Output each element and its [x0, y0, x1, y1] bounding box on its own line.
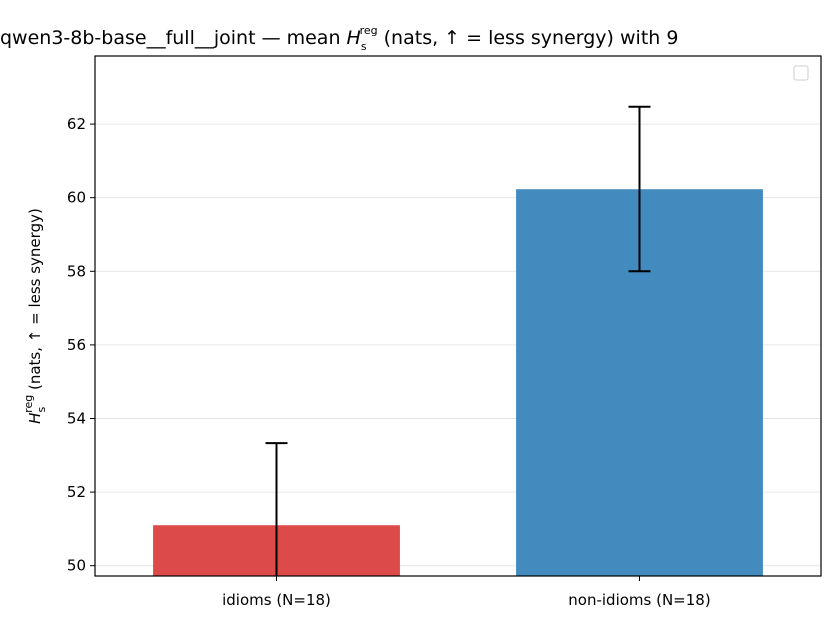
legend-box — [793, 65, 809, 81]
y-tick-label: 54 — [67, 409, 86, 427]
x-tick-label: idioms (N=18) — [222, 591, 331, 609]
y-axis: 50 52 54 56 58 60 62 — [67, 115, 95, 575]
title-subscript: s — [361, 40, 367, 53]
ylabel-symbol: H — [26, 413, 44, 424]
error-bar-layer — [265, 105, 651, 576]
title-symbol: H — [347, 27, 361, 49]
y-tick-label: 56 — [67, 336, 86, 354]
bar-layer — [153, 189, 763, 576]
y-axis-label: Hsreg (nats, ↑ = less synergy) — [22, 208, 48, 424]
title-suffix: (nats, ↑ = less synergy) with 9 — [378, 27, 679, 49]
ylabel-subscript: s — [35, 407, 48, 413]
ylabel-suffix: (nats, ↑ = less synergy) — [26, 208, 44, 395]
y-tick-label: 50 — [67, 557, 86, 575]
y-tick-label: 58 — [67, 262, 86, 280]
grid-layer — [95, 123, 821, 567]
title-prefix: qwen3-8b-base__full__joint — mean — [0, 27, 347, 49]
x-axis: idioms (N=18) non-idioms (N=18) — [222, 576, 711, 609]
y-tick-label: 60 — [67, 189, 86, 207]
axes-frame — [94, 55, 822, 577]
x-tick-label: non-idioms (N=18) — [568, 591, 710, 609]
y-tick-label: 62 — [67, 115, 86, 133]
y-tick-label: 52 — [67, 483, 86, 501]
title-superscript: reg — [360, 24, 378, 37]
ylabel-superscript: reg — [22, 395, 35, 413]
chart-title: qwen3-8b-base__full__joint — mean Hsreg … — [0, 24, 678, 53]
